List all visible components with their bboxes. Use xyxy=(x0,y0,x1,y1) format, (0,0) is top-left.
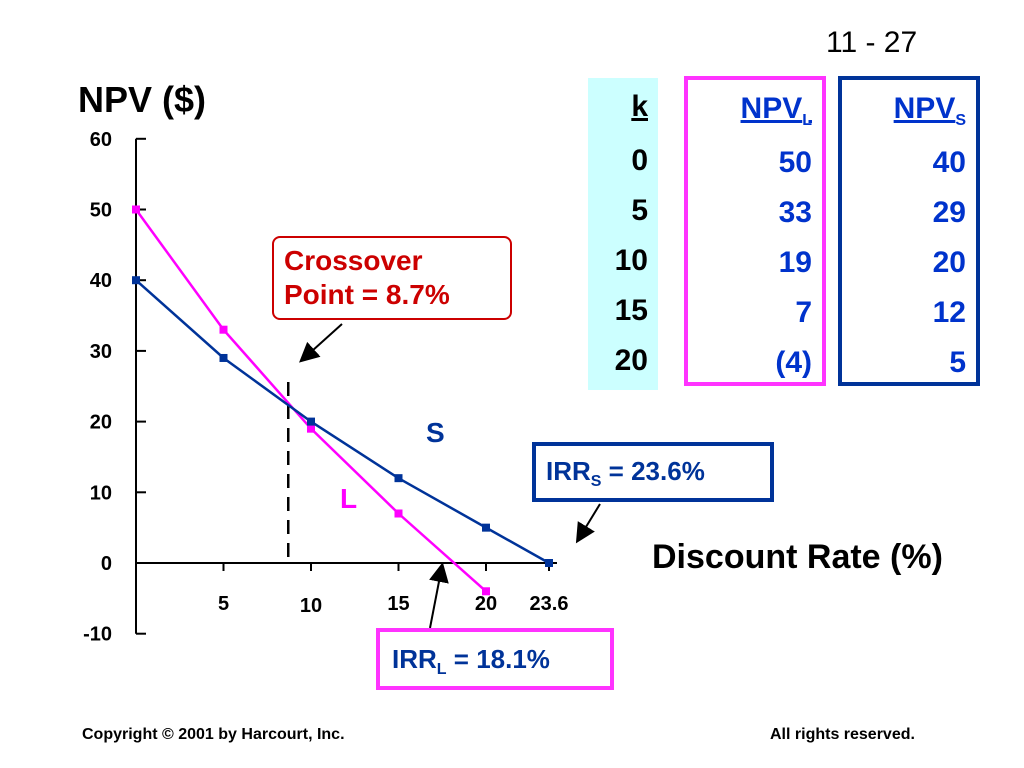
crossover-label: Crossover xyxy=(284,245,423,276)
footer-copyright: Copyright © 2001 by Harcourt, Inc. xyxy=(82,726,345,743)
table-cell-k: 15 xyxy=(614,294,648,327)
table-cell-npvs: 5 xyxy=(949,346,966,379)
y-tick-label: 0 xyxy=(101,553,112,575)
data-point-l xyxy=(394,509,403,518)
y-tick-label: -10 xyxy=(83,624,112,646)
irr-l-arrow xyxy=(429,562,449,629)
table-cell-k: 5 xyxy=(631,194,648,227)
series-label-l: L xyxy=(340,483,357,514)
table-cell-npvs: 40 xyxy=(932,146,966,179)
table-cell-k: 20 xyxy=(614,344,648,377)
table-header-k: k xyxy=(631,90,648,123)
x-tick-label: 20 xyxy=(475,593,497,615)
x-tick-label: 10 xyxy=(300,595,322,617)
crossover-arrow xyxy=(299,323,343,363)
table-cell-npvl: 19 xyxy=(778,246,812,279)
y-tick-label: 30 xyxy=(90,341,112,363)
y-tick-label: 40 xyxy=(90,270,112,292)
table-header-npvl: NPVL xyxy=(740,92,812,129)
series-label-s: S xyxy=(426,417,445,448)
data-point-s xyxy=(307,417,315,426)
slide-number: 11 - 27 xyxy=(826,26,918,59)
irr-l-callout: IRRL = 18.1% xyxy=(376,628,614,690)
irr-s-prefix: IRR xyxy=(546,456,591,486)
table-cell-k: 0 xyxy=(631,144,648,177)
crossover-callout: Crossover Point = 8.7% xyxy=(272,236,512,320)
y-tick-label: 10 xyxy=(90,482,112,504)
series-line-s xyxy=(135,279,550,565)
table-cell-npvs: 29 xyxy=(932,196,966,229)
table-header-npvl-sub: L xyxy=(802,112,812,129)
footer-rights: All rights reserved. xyxy=(770,726,915,743)
data-point-s xyxy=(545,559,553,567)
table-cell-k: 10 xyxy=(614,244,648,277)
data-point-l xyxy=(132,205,140,214)
table-cell-npvs: 20 xyxy=(932,246,966,279)
irr-s-sub: S xyxy=(590,473,602,491)
data-point-l xyxy=(307,424,315,433)
table-cell-npvl: 7 xyxy=(795,296,812,329)
data-point-l xyxy=(482,587,490,596)
x-tick-label: 23.6 xyxy=(530,593,569,615)
x-tick-label: 5 xyxy=(218,593,229,615)
data-point-l xyxy=(219,325,228,334)
table-column-k: k 0 5 10 15 20 xyxy=(588,78,658,390)
x-axis-label: Discount Rate (%) xyxy=(652,538,943,576)
data-point-s xyxy=(394,474,403,483)
y-tick-label: 60 xyxy=(90,129,112,151)
table-cell-npvl: (4) xyxy=(775,346,812,379)
data-point-s xyxy=(132,276,140,285)
table-header-npvs-sub: S xyxy=(955,112,966,129)
y-tick-label: 50 xyxy=(90,200,112,222)
irr-s-callout: IRRS = 23.6% xyxy=(532,442,774,502)
irr-s-arrow xyxy=(575,503,601,544)
table-cell-npvl: 50 xyxy=(778,146,812,179)
irr-l-prefix: IRR xyxy=(392,644,437,674)
table-column-npvs: NPVS 40 29 20 12 5 xyxy=(838,76,980,386)
y-tick-label: 20 xyxy=(90,412,112,434)
table-header-npvs: NPVS xyxy=(893,92,966,129)
table-column-npvl: NPVL 50 33 19 7 (4) xyxy=(684,76,826,386)
table-cell-npvl: 33 xyxy=(778,196,812,229)
data-point-s xyxy=(219,353,228,362)
irr-s-value: = 23.6% xyxy=(601,456,705,486)
x-tick-label: 15 xyxy=(387,593,409,615)
irr-l-sub: L xyxy=(436,661,447,679)
y-axis-label: NPV ($) xyxy=(78,79,206,120)
table-cell-npvs: 12 xyxy=(932,296,966,329)
data-point-s xyxy=(482,523,490,532)
crossover-value: Point = 8.7% xyxy=(284,279,450,310)
irr-l-value: = 18.1% xyxy=(446,644,550,674)
